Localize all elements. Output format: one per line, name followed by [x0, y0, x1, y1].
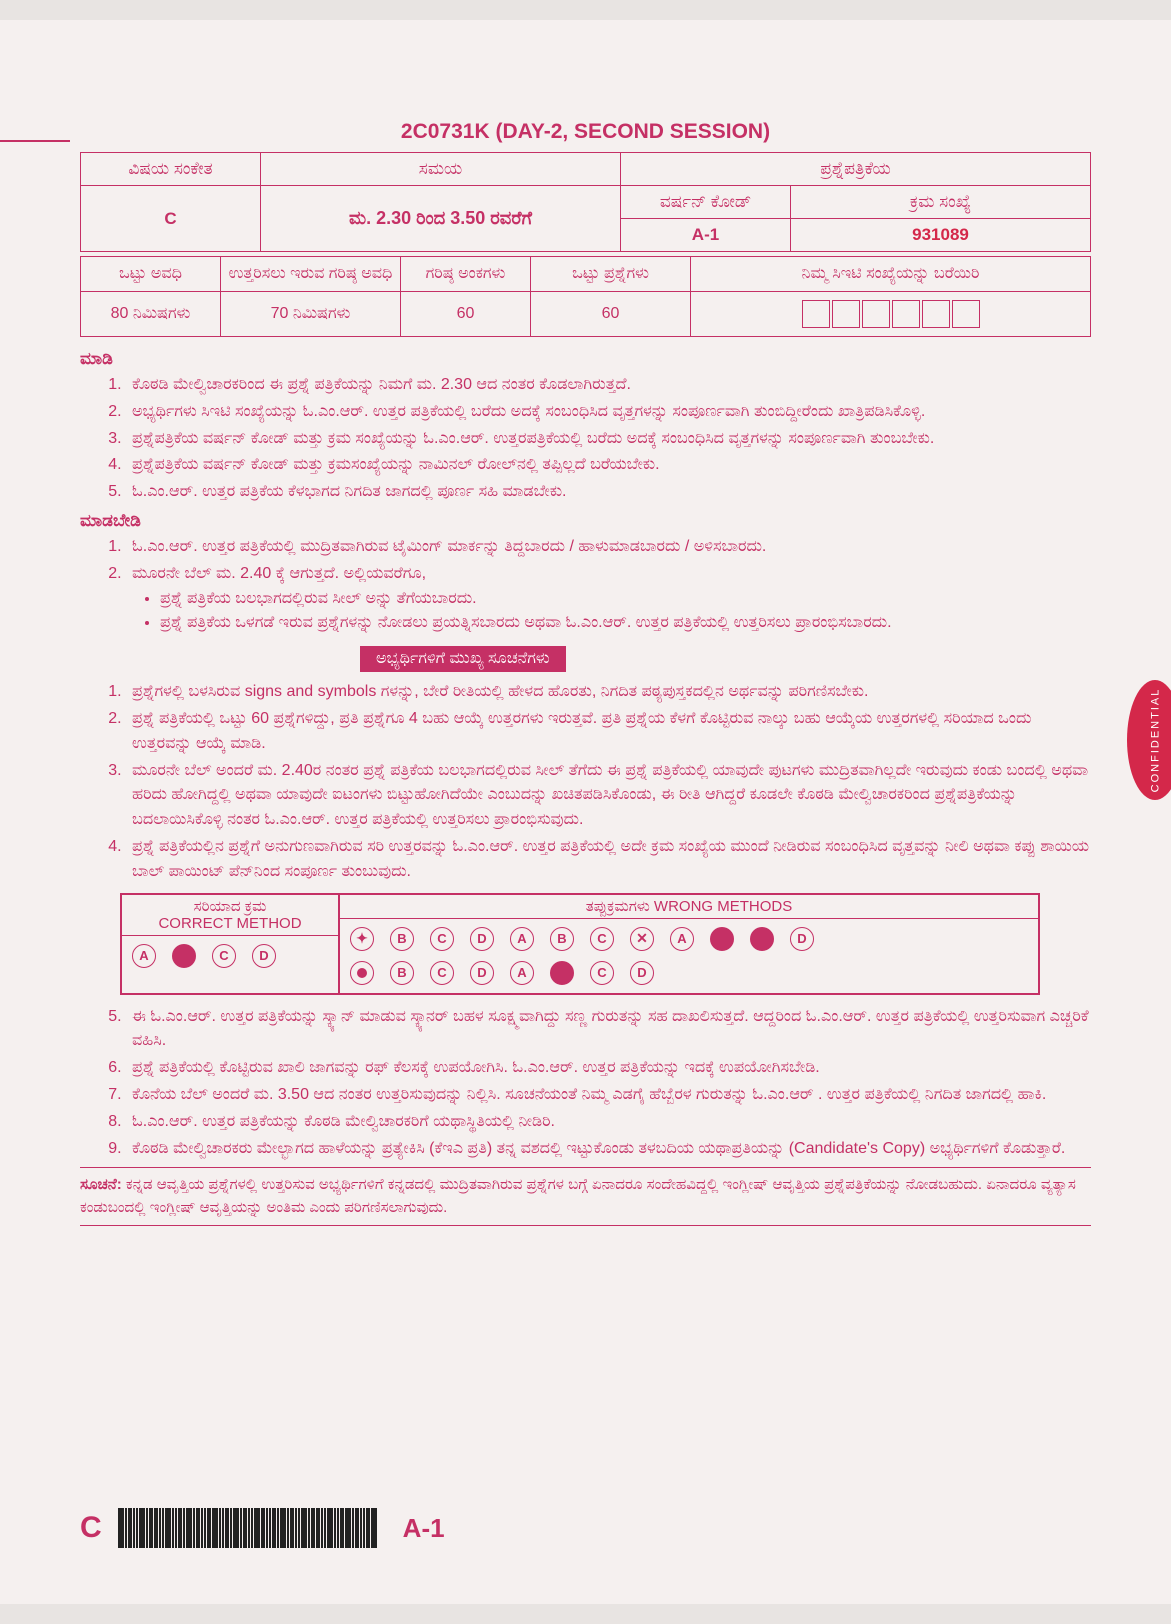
bubble-c: C [430, 927, 454, 951]
main-item: ಪ್ರಶ್ನೆ ಪತ್ರಿಕೆಯಲ್ಲಿ ಒಟ್ಟು 60 ಪ್ರಶ್ನೆಗಳಿ… [126, 707, 1091, 757]
version-code: A-1 [621, 219, 791, 252]
sub-v3: 60 [401, 292, 531, 337]
bubble-c: C [430, 961, 454, 985]
cet-box[interactable] [802, 300, 830, 328]
footer: C A-1 [80, 1508, 1091, 1548]
bubble-row: B C D A B C A D [350, 927, 1028, 951]
dont-item: ಓ.ಎಂ.ಆರ್. ಉತ್ತರ ಪತ್ರಿಕೆಯಲ್ಲಿ ಮುದ್ರಿತವಾಗಿ… [126, 535, 1091, 560]
subject-label: ವಿಷಯ ಸಂಕೇತ [81, 153, 261, 186]
bubble-d: D [470, 961, 494, 985]
do-item: ಪ್ರಶ್ನೆಪತ್ರಿಕೆಯ ವರ್ಷನ್ ಕೋಡ್ ಮತ್ತು ಕ್ರಮ ಸ… [126, 427, 1091, 452]
version-label: ವರ್ಷನ್ ಕೋಡ್ [621, 186, 791, 219]
cet-box[interactable] [922, 300, 950, 328]
bubble-c: C [590, 961, 614, 985]
note-label: ಸೂಚನೆ: [80, 1176, 122, 1193]
dont-item-text: ಮೂರನೇ ಬೆಲ್ ಮ. 2.40 ಕ್ಕೆ ಆಗುತ್ತದೆ. ಅಲ್ಲಿಯ… [132, 565, 426, 582]
dont-item: ಮೂರನೇ ಬೆಲ್ ಮ. 2.40 ಕ್ಕೆ ಆಗುತ್ತದೆ. ಅಲ್ಲಿಯ… [126, 562, 1091, 636]
bubble-wrong [630, 927, 654, 951]
do-item: ಓ.ಎಂ.ಆರ್. ಉತ್ತರ ಪತ್ರಿಕೆಯ ಕೆಳಭಾಗದ ನಿಗದಿತ … [126, 480, 1091, 505]
main-item: ಪ್ರಶ್ನೆಗಳಲ್ಲಿ ಬಳಸಿರುವ signs and symbols … [126, 680, 1091, 705]
correct-title-en: CORRECT METHOD [158, 915, 301, 932]
cet-box[interactable] [952, 300, 980, 328]
dont-heading: ಮಾಡಬೇಡಿ [80, 511, 1091, 531]
correct-title-kn: ಸರಿಯಾದ ಕ್ರಮ [194, 898, 267, 915]
footer-a1: A-1 [403, 1513, 445, 1544]
note-box: ಸೂಚನೆ: ಕನ್ನಡ ಆವೃತ್ತಿಯ ಪ್ರಶ್ನೆಗಳಲ್ಲಿ ಉತ್ತ… [80, 1167, 1091, 1226]
bubble-wrong [350, 961, 374, 985]
sub-c1: ಒಟ್ಟು ಅವಧಿ [81, 257, 221, 292]
bubble-wrong [710, 927, 734, 951]
main-list: ಪ್ರಶ್ನೆಗಳಲ್ಲಿ ಬಳಸಿರುವ signs and symbols … [80, 680, 1091, 884]
time-label: ಸಮಯ [261, 153, 621, 186]
bubble-wrong [350, 927, 374, 951]
do-heading: ಮಾಡಿ [80, 349, 1091, 369]
main-list-2: ಈ ಓ.ಎಂ.ಆರ್. ಉತ್ತರ ಪತ್ರಿಕೆಯನ್ನು ಸ್ಕ್ಯಾನ್ … [80, 1005, 1091, 1162]
bubble-b: B [390, 961, 414, 985]
dont-bullet: ಪ್ರಶ್ನೆ ಪತ್ರಿಕೆಯ ಬಲಭಾಗದಲ್ಲಿರುವ ಸೀಲ್ ಅನ್ನ… [160, 587, 1091, 612]
bubble-a: A [510, 927, 534, 951]
bubble-row: B C D A C D [350, 961, 1028, 985]
barcode [118, 1508, 377, 1548]
bubble-b: B [390, 927, 414, 951]
cet-box[interactable] [862, 300, 890, 328]
methods-box: ಸರಿಯಾದ ಕ್ರಮ CORRECT METHOD A C D ತಪ್ಪುಕ್… [120, 893, 1040, 995]
cet-box[interactable] [892, 300, 920, 328]
bubble-a: A [670, 927, 694, 951]
sub-c2: ಉತ್ತರಿಸಲು ಇರುವ ಗರಿಷ್ಠ ಅವಧಿ [221, 257, 401, 292]
cet-box[interactable] [832, 300, 860, 328]
main-item: ಓ.ಎಂ.ಆರ್. ಉತ್ತರ ಪತ್ರಿಕೆಯನ್ನು ಕೊಠಡಿ ಮೇಲ್ವ… [126, 1110, 1091, 1135]
sub-v2: 70 ನಿಮಿಷಗಳು [221, 292, 401, 337]
dont-bullet: ಪ್ರಶ್ನೆ ಪತ್ರಿಕೆಯ ಒಳಗಡೆ ಇರುವ ಪ್ರಶ್ನೆಗಳನ್ನ… [160, 611, 1091, 636]
left-line [0, 140, 70, 142]
bubble-wrong [750, 927, 774, 951]
bubble-b: B [550, 927, 574, 951]
bubble-d: D [790, 927, 814, 951]
do-item: ಅಭ್ಯರ್ಥಿಗಳು ಸಿಇಟಿ ಸಂಖ್ಯೆಯನ್ನು ಓ.ಎಂ.ಆರ್. … [126, 400, 1091, 425]
main-item: ಕೊನೆಯ ಬೆಲ್ ಅಂದರೆ ಮ. 3.50 ಆದ ನಂತರ ಉತ್ತರಿಸ… [126, 1083, 1091, 1108]
correct-method-box: ಸರಿಯಾದ ಕ್ರಮ CORRECT METHOD A C D [120, 893, 340, 995]
bubble-b-filled [172, 944, 196, 968]
serial-label: ಕ್ರಮ ಸಂಖ್ಯೆ [791, 186, 1091, 219]
bubble-d: D [252, 944, 276, 968]
confidential-text: CONFIDENTIAL [1149, 688, 1161, 793]
confidential-seal: CONFIDENTIAL [1127, 680, 1171, 800]
correct-title: ಸರಿಯಾದ ಕ್ರಮ CORRECT METHOD [122, 895, 338, 936]
bubble-wrong [550, 961, 574, 985]
do-item: ಪ್ರಶ್ನೆಪತ್ರಿಕೆಯ ವರ್ಷನ್ ಕೋಡ್ ಮತ್ತು ಕ್ರಮಸಂ… [126, 453, 1091, 478]
bubble-d: D [630, 961, 654, 985]
dont-list: ಓ.ಎಂ.ಆರ್. ಉತ್ತರ ಪತ್ರಿಕೆಯಲ್ಲಿ ಮುದ್ರಿತವಾಗಿ… [80, 535, 1091, 636]
bubble-d: D [470, 927, 494, 951]
header-table: ವಿಷಯ ಸಂಕೇತ ಸಮಯ ಪ್ರಶ್ನೆಪತ್ರಿಕೆಯ C ಮ. 2.30… [80, 152, 1091, 252]
main-item: ಮೂರನೇ ಬೆಲ್ ಅಂದರೆ ಮ. 2.40ರ ನಂತರ ಪ್ರಶ್ನೆ ಪ… [126, 759, 1091, 833]
paper-label: ಪ್ರಶ್ನೆಪತ್ರಿಕೆಯ [621, 153, 1091, 186]
note-text: ಕನ್ನಡ ಆವೃತ್ತಿಯ ಪ್ರಶ್ನೆಗಳಲ್ಲಿ ಉತ್ತರಿಸುವ ಅ… [80, 1176, 1076, 1216]
do-list: ಕೊಠಡಿ ಮೇಲ್ವಿಚಾರಕರಿಂದ ಈ ಪ್ರಶ್ನೆ ಪತ್ರಿಕೆಯನ… [80, 373, 1091, 505]
serial-number: 931089 [791, 219, 1091, 252]
do-item: ಕೊಠಡಿ ಮೇಲ್ವಿಚಾರಕರಿಂದ ಈ ಪ್ರಶ್ನೆ ಪತ್ರಿಕೆಯನ… [126, 373, 1091, 398]
sub-v4: 60 [531, 292, 691, 337]
bubble-c: C [212, 944, 236, 968]
main-item: ಪ್ರಶ್ನೆ ಪತ್ರಿಕೆಯಲ್ಲಿನ ಪ್ರಶ್ನೆಗೆ ಅನುಗುಣವಾ… [126, 835, 1091, 885]
bubble-row: A C D [132, 944, 328, 968]
page-title: 2C0731K (DAY-2, SECOND SESSION) [80, 120, 1091, 144]
banner: ಅಭ್ಯರ್ಥಿಗಳಿಗೆ ಮುಖ್ಯ ಸೂಚನೆಗಳು [360, 646, 566, 672]
sub-c3: ಗರಿಷ್ಠ ಅಂಕಗಳು [401, 257, 531, 292]
bubble-c: C [590, 927, 614, 951]
sub-v1: 80 ನಿಮಿಷಗಳು [81, 292, 221, 337]
sub-table: ಒಟ್ಟು ಅವಧಿ ಉತ್ತರಿಸಲು ಇರುವ ಗರಿಷ್ಠ ಅವಧಿ ಗರ… [80, 256, 1091, 337]
main-item: ಪ್ರಶ್ನೆ ಪತ್ರಿಕೆಯಲ್ಲಿ ಕೊಟ್ಟಿರುವ ಖಾಲಿ ಜಾಗವ… [126, 1056, 1091, 1081]
wrong-title: ತಪ್ಪುಕ್ರಮಗಳು WRONG METHODS [340, 895, 1038, 919]
main-item: ಈ ಓ.ಎಂ.ಆರ್. ಉತ್ತರ ಪತ್ರಿಕೆಯನ್ನು ಸ್ಕ್ಯಾನ್ … [126, 1005, 1091, 1055]
footer-c: C [80, 1511, 102, 1545]
sub-c5: ನಿಮ್ಮ ಸಿಇಟಿ ಸಂಖ್ಯೆಯನ್ನು ಬರೆಯಿರಿ [691, 257, 1091, 292]
subject-code: C [81, 186, 261, 252]
wrong-method-box: ತಪ್ಪುಕ್ರಮಗಳು WRONG METHODS B C D A B C A… [340, 893, 1040, 995]
cet-boxes [691, 292, 1091, 337]
bubble-a: A [510, 961, 534, 985]
bubble-a: A [132, 944, 156, 968]
exam-page: 2C0731K (DAY-2, SECOND SESSION) ವಿಷಯ ಸಂಕ… [0, 20, 1171, 1604]
sub-c4: ಒಟ್ಟು ಪ್ರಶ್ನೆಗಳು [531, 257, 691, 292]
time-value: ಮ. 2.30 ರಿಂದ 3.50 ರವರೆಗೆ [261, 186, 621, 252]
main-item: ಕೊಠಡಿ ಮೇಲ್ವಿಚಾರಕರು ಮೇಲ್ಭಾಗದ ಹಾಳೆಯನ್ನು ಪ್… [126, 1137, 1091, 1162]
